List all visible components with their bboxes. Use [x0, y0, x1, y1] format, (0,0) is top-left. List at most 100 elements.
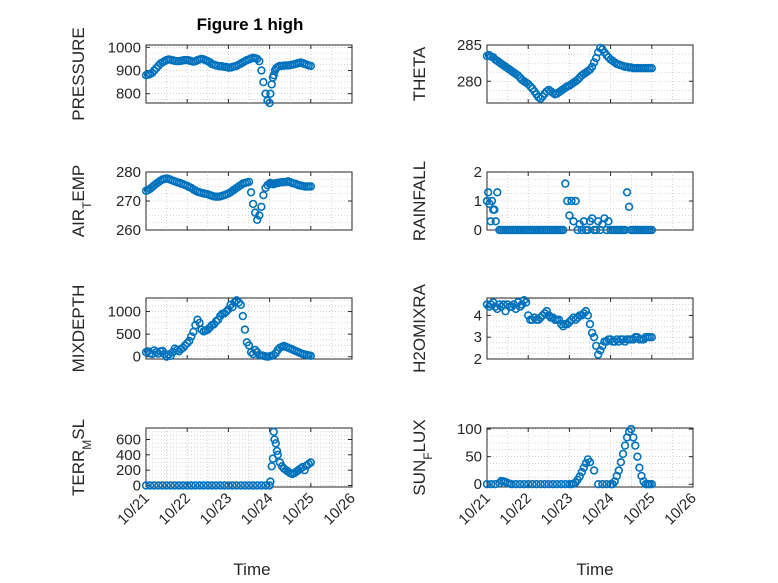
data-point: [228, 481, 237, 490]
y-tick-label: 0: [133, 349, 141, 366]
data-point: [585, 458, 595, 467]
data-point: [587, 328, 597, 338]
data-point: [618, 449, 628, 459]
y-tick-label: 270: [116, 193, 141, 210]
data-point: [259, 191, 268, 200]
data-point: [544, 311, 553, 320]
x-tick-label: 10/24: [579, 490, 618, 529]
x-tick-label: 10/23: [538, 490, 577, 529]
data-point: [596, 346, 605, 355]
data-point: [145, 481, 155, 490]
data-point: [211, 317, 221, 326]
data-point: [178, 481, 188, 490]
data-point: [263, 96, 272, 105]
data-point: [629, 433, 638, 442]
data-point: [259, 77, 268, 87]
y-tick-label: 500: [116, 326, 141, 343]
y-axis-label: SUNFLUX: [410, 419, 435, 495]
data-point: [240, 481, 250, 490]
data-point: [300, 465, 309, 475]
data-point: [561, 179, 570, 188]
x-axis-label-right: Time: [576, 560, 613, 579]
data-point: [187, 332, 196, 341]
data-point: [519, 296, 529, 305]
data-point: [490, 205, 499, 214]
y-tick-label: 1: [474, 193, 482, 210]
data-point: [581, 306, 591, 316]
data-point: [591, 225, 601, 235]
data-point: [265, 481, 274, 490]
data-point: [577, 467, 586, 477]
data-point: [248, 481, 258, 490]
y-tick-label: 0: [133, 477, 141, 494]
data-point: [251, 345, 260, 355]
data-point: [234, 298, 243, 307]
data-point: [523, 480, 533, 489]
data-point: [269, 427, 278, 436]
y-axis-label: RAINFALL: [410, 161, 429, 241]
data-point: [635, 463, 644, 472]
data-point: [523, 79, 533, 89]
data-point: [585, 319, 595, 329]
data-point: [238, 311, 248, 321]
data-point: [521, 298, 531, 307]
y-tick-label: 1000: [108, 304, 141, 321]
subplot-air-temp: 260 270 280 AIRTEMP: [69, 164, 353, 239]
data-point: [571, 196, 580, 206]
data-point: [567, 196, 576, 206]
subplot-theta: 280 285 THETA: [410, 37, 694, 104]
y-tick-label: 900: [116, 63, 141, 80]
y-tick-label: 280: [457, 73, 482, 90]
data-point: [540, 309, 549, 318]
x-tick-label: 10/22: [496, 490, 535, 529]
data-point: [255, 56, 264, 66]
y-tick-label: 1000: [108, 39, 141, 56]
data-point: [273, 450, 282, 459]
y-tick-label: 0: [474, 222, 482, 239]
data-point: [267, 462, 276, 471]
data-point: [513, 71, 523, 80]
data-point: [255, 211, 264, 220]
data-point: [620, 441, 630, 450]
data-point: [253, 215, 262, 225]
data-point: [266, 89, 275, 98]
y-tick-label: 200: [116, 462, 141, 479]
data-point: [240, 325, 250, 334]
data-point: [647, 225, 656, 235]
data-point: [486, 300, 496, 309]
data-point: [187, 481, 196, 490]
y-axis-label: MIXDEPTH: [69, 285, 88, 373]
data-point: [616, 458, 626, 467]
data-point: [236, 300, 246, 309]
y-tick-label: 3: [474, 329, 482, 346]
data-point: [579, 309, 588, 318]
data-point: [571, 315, 580, 324]
data-point: [203, 481, 213, 490]
subplot-pressure: 800 900 1000 PRESSURE: [69, 27, 353, 121]
data-point: [150, 481, 159, 490]
y-axis-label: PRESSURE: [69, 27, 88, 121]
data-point: [515, 302, 525, 311]
data-point: [633, 452, 642, 461]
data-point: [647, 480, 656, 489]
data-point: [162, 481, 171, 490]
data-point: [579, 463, 588, 472]
data-point: [493, 304, 502, 314]
data-point: [253, 481, 262, 490]
data-point: [519, 480, 529, 489]
data-point: [306, 182, 315, 191]
data-point: [517, 300, 527, 309]
data-point: [244, 177, 254, 187]
y-tick-label: 400: [116, 447, 141, 464]
data-point: [257, 481, 266, 490]
data-point: [558, 322, 568, 331]
data-point: [486, 217, 495, 226]
data-point: [534, 315, 543, 324]
data-point: [269, 70, 278, 80]
data-point: [647, 63, 656, 73]
data-point: [306, 61, 315, 71]
data-point: [232, 296, 241, 305]
data-point: [493, 188, 502, 197]
data-point: [583, 311, 593, 320]
